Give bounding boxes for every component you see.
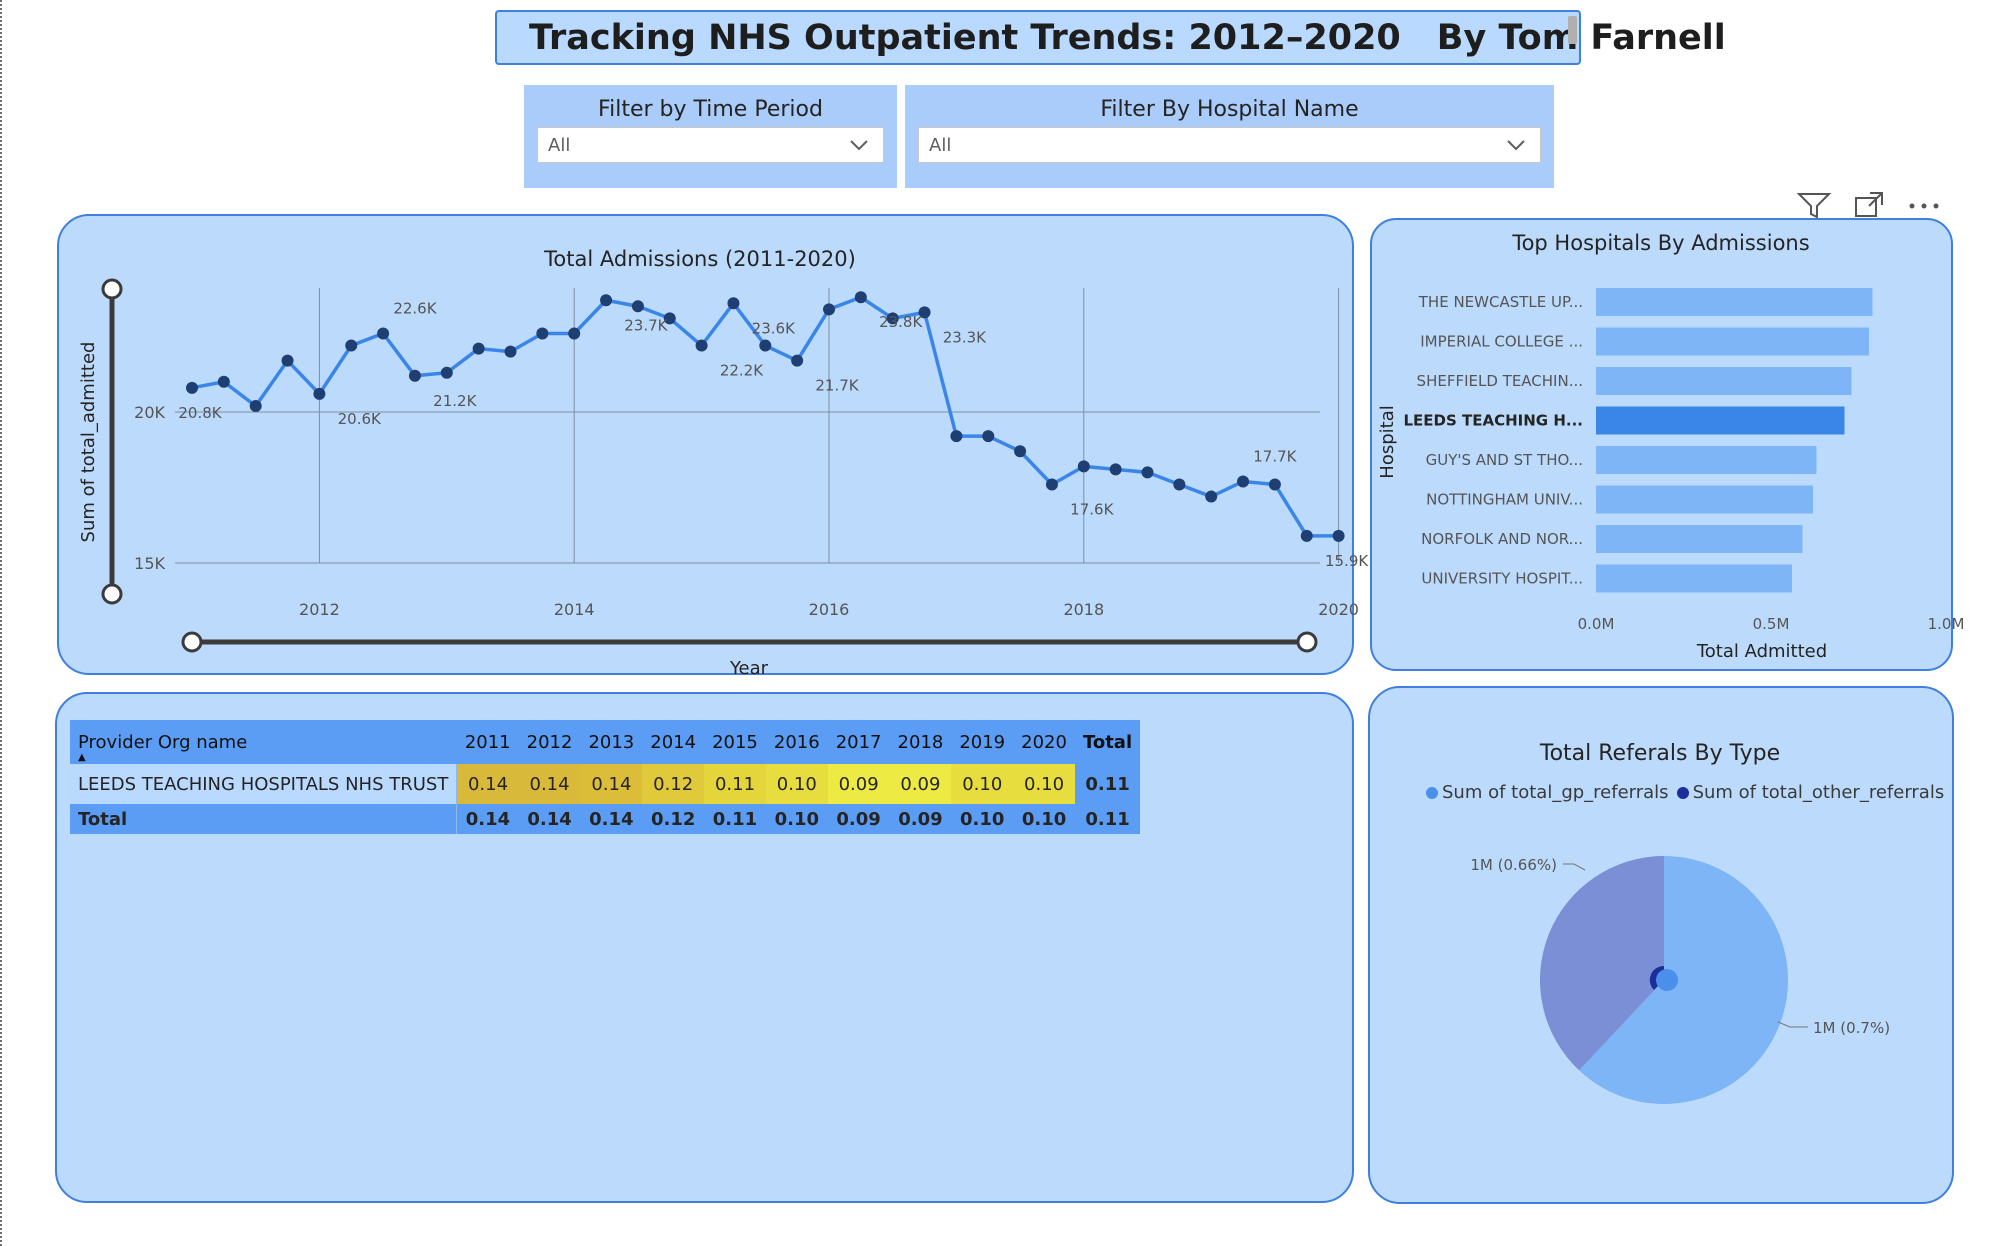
column-header-year[interactable]: 2012 [518, 720, 581, 764]
matrix-cell[interactable]: 0.09 [827, 764, 890, 804]
visual-header-icons [1796, 190, 1942, 220]
dropdown-value: All [929, 134, 952, 156]
total-cell: 0.10 [765, 804, 828, 834]
total-cell: 0.12 [642, 804, 705, 834]
column-header-year[interactable]: 2016 [765, 720, 828, 764]
total-row-header: Total [70, 804, 458, 834]
matrix-cell[interactable]: 0.14 [580, 764, 643, 804]
row-total-cell[interactable]: 0.11 [1074, 764, 1141, 804]
title-scrollbar[interactable] [1568, 16, 1577, 44]
provider-matrix: Provider Org name ▲ 2011 2012 2013 2014 2015 20… [70, 720, 1141, 834]
hospital-name-dropdown[interactable]: All [918, 127, 1541, 163]
report-author: By Tom Farnell [1436, 17, 1726, 58]
slicer-title: Filter By Hospital Name [1100, 97, 1359, 122]
canvas-edge [0, 0, 2, 1246]
focus-mode-icon[interactable] [1852, 190, 1888, 220]
legend-item-gp[interactable]: Sum of total_gp_referrals [1442, 782, 1669, 803]
admissions-line-card [57, 214, 1354, 675]
chevron-down-icon [850, 140, 868, 151]
pie-legend: Sum of total_gp_referrals Sum of total_o… [1426, 782, 1944, 803]
matrix-cell[interactable]: 0.10 [1013, 764, 1075, 804]
matrix-cell[interactable]: 0.10 [951, 764, 1014, 804]
total-cell: 0.14 [518, 804, 581, 834]
dropdown-value: All [548, 134, 571, 156]
total-cell: 0.14 [580, 804, 643, 834]
column-header-year[interactable]: 2015 [704, 720, 766, 764]
total-cell: 0.11 [1074, 804, 1141, 834]
table-row[interactable]: LEEDS TEACHING HOSPITALS NHS TRUST 0.14 0.… [70, 764, 1141, 804]
legend-swatch [1676, 786, 1689, 799]
column-header-year[interactable]: 2020 [1013, 720, 1075, 764]
referrals-pie-card [1368, 686, 1954, 1204]
column-header-year[interactable]: 2017 [827, 720, 890, 764]
column-header-year[interactable]: 2019 [951, 720, 1014, 764]
column-header-year[interactable]: 2018 [889, 720, 952, 764]
slicer-title: Filter by Time Period [598, 97, 823, 122]
report-title-box: Tracking NHS Outpatient Trends: 2012–202… [495, 10, 1726, 65]
report-title-main: Tracking NHS Outpatient Trends: 2012–202… [529, 17, 1401, 58]
column-header-year[interactable]: 2013 [580, 720, 643, 764]
report-title: Tracking NHS Outpatient Trends: 2012–202… [529, 18, 1726, 58]
filter-icon[interactable] [1796, 190, 1832, 220]
total-cell: 0.10 [1013, 804, 1075, 834]
matrix-total-row: Total 0.14 0.14 0.14 0.12 0.11 0.10 0.09 0.09 0.1… [70, 804, 1141, 834]
total-cell: 0.11 [704, 804, 766, 834]
matrix-header-row: Provider Org name ▲ 2011 2012 2013 2014 2015 20… [70, 720, 1141, 764]
sort-ascending-icon: ▲ [78, 752, 86, 763]
matrix-cell[interactable]: 0.14 [456, 764, 519, 804]
chevron-down-icon [1507, 140, 1525, 151]
total-cell: 0.10 [951, 804, 1014, 834]
matrix-cell[interactable]: 0.12 [642, 764, 705, 804]
legend-item-other[interactable]: Sum of total_other_referrals [1692, 782, 1945, 803]
row-header[interactable]: LEEDS TEACHING HOSPITALS NHS TRUST [70, 764, 458, 804]
matrix-cell[interactable]: 0.11 [704, 764, 766, 804]
total-cell: 0.14 [456, 804, 519, 834]
more-options-icon[interactable] [1906, 190, 1942, 220]
matrix-cell[interactable]: 0.14 [518, 764, 581, 804]
total-cell: 0.09 [889, 804, 952, 834]
matrix-cell[interactable]: 0.09 [889, 764, 952, 804]
column-header-total[interactable]: Total [1074, 720, 1141, 764]
column-header-year[interactable]: 2011 [456, 720, 519, 764]
column-header-year[interactable]: 2014 [642, 720, 705, 764]
column-header-provider[interactable]: Provider Org name ▲ [70, 720, 457, 764]
time-period-slicer: Filter by Time Period All [524, 85, 897, 188]
hospital-name-slicer: Filter By Hospital Name All [905, 85, 1554, 188]
legend-swatch [1426, 786, 1438, 799]
total-cell: 0.09 [827, 804, 890, 834]
top-hospitals-card [1370, 218, 1953, 671]
time-period-dropdown[interactable]: All [537, 127, 884, 163]
matrix-cell[interactable]: 0.10 [765, 764, 828, 804]
